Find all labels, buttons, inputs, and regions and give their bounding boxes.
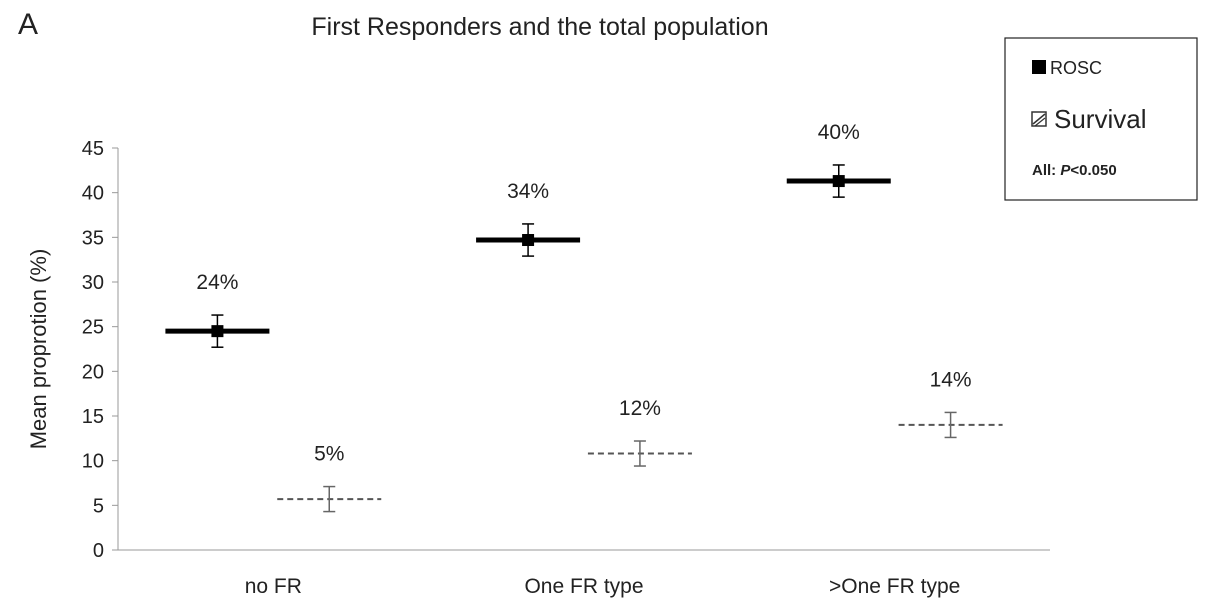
legend-label-rosc: ROSC (1050, 58, 1102, 78)
legend-significance-note: All: P<0.050 (1032, 162, 1117, 179)
y-tick-label: 10 (82, 451, 104, 473)
note-prefix: All: (1032, 162, 1060, 179)
legend-label-survival: Survival (1054, 104, 1146, 134)
y-tick-label: 30 (82, 272, 104, 294)
rosc-point (211, 325, 224, 338)
y-tick-label: 20 (82, 361, 104, 383)
rosc-point (832, 175, 845, 188)
y-tick-label: 15 (82, 406, 104, 428)
data-label: 5% (314, 443, 344, 466)
y-tick-label: 5 (93, 495, 104, 517)
data-label: 34% (507, 180, 549, 203)
legend: ROSC Survival All: P<0.050 (1004, 37, 1198, 201)
y-tick-label: 40 (82, 183, 104, 205)
data-label: 40% (818, 121, 860, 144)
note-suffix: <0.050 (1070, 162, 1116, 179)
x-category-labels: no FR One FR type >One FR type (245, 575, 961, 598)
legend-swatch-survival (1031, 111, 1047, 127)
rosc-point (522, 234, 535, 247)
x-category-label: no FR (245, 575, 302, 598)
chart-title: First Responders and the total populatio… (311, 13, 768, 41)
y-tick-labels: 0 5 10 15 20 25 30 35 40 45 (82, 138, 118, 562)
x-category-label: >One FR type (829, 575, 960, 598)
y-axis-label: Mean proprotion (%) (26, 249, 51, 450)
y-tick-label: 25 (82, 317, 104, 339)
panel-label: A (18, 8, 38, 41)
data-marks: 24% 34% 40% 5% 12% 14% (165, 121, 1003, 513)
data-label: 24% (196, 271, 238, 294)
y-tick-label: 45 (82, 138, 104, 160)
y-tick-label: 0 (93, 540, 104, 562)
y-tick-label: 35 (82, 227, 104, 249)
note-p: P (1060, 162, 1071, 179)
data-label: 14% (930, 368, 972, 391)
legend-swatch-rosc (1032, 60, 1046, 74)
x-category-label: One FR type (524, 575, 643, 598)
data-label: 12% (619, 397, 661, 420)
